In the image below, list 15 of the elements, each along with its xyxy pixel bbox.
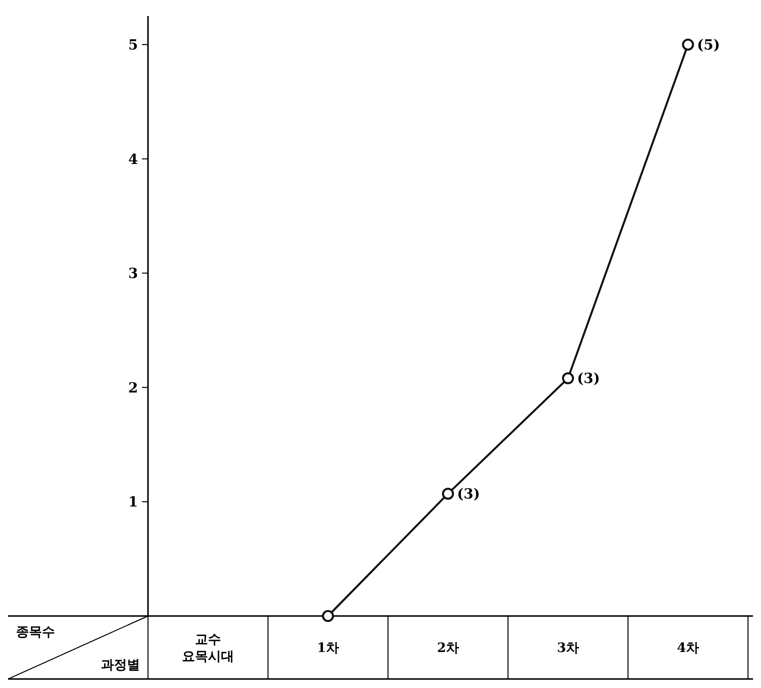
text: 종목수 [16,625,55,640]
y-tick-label: 3 [128,266,138,282]
y-tick-label: 2 [128,380,138,396]
annotation: (3) [577,371,600,388]
y-tick-label: 5 [128,37,138,54]
text: 과정별 [101,658,140,673]
annotation: (3) [457,486,480,503]
y-tick-label: 4 [128,152,138,168]
x-tick-label: 4차 [676,641,700,656]
x-tick-label: 교수 요목시대 [182,632,234,665]
x-tick-label: 2차 [436,641,460,656]
x-tick-label: 1차 [316,641,340,656]
annotation: (5) [697,37,720,54]
y-tick-label: 1 [128,494,138,511]
x-tick-label: 3차 [556,641,580,656]
